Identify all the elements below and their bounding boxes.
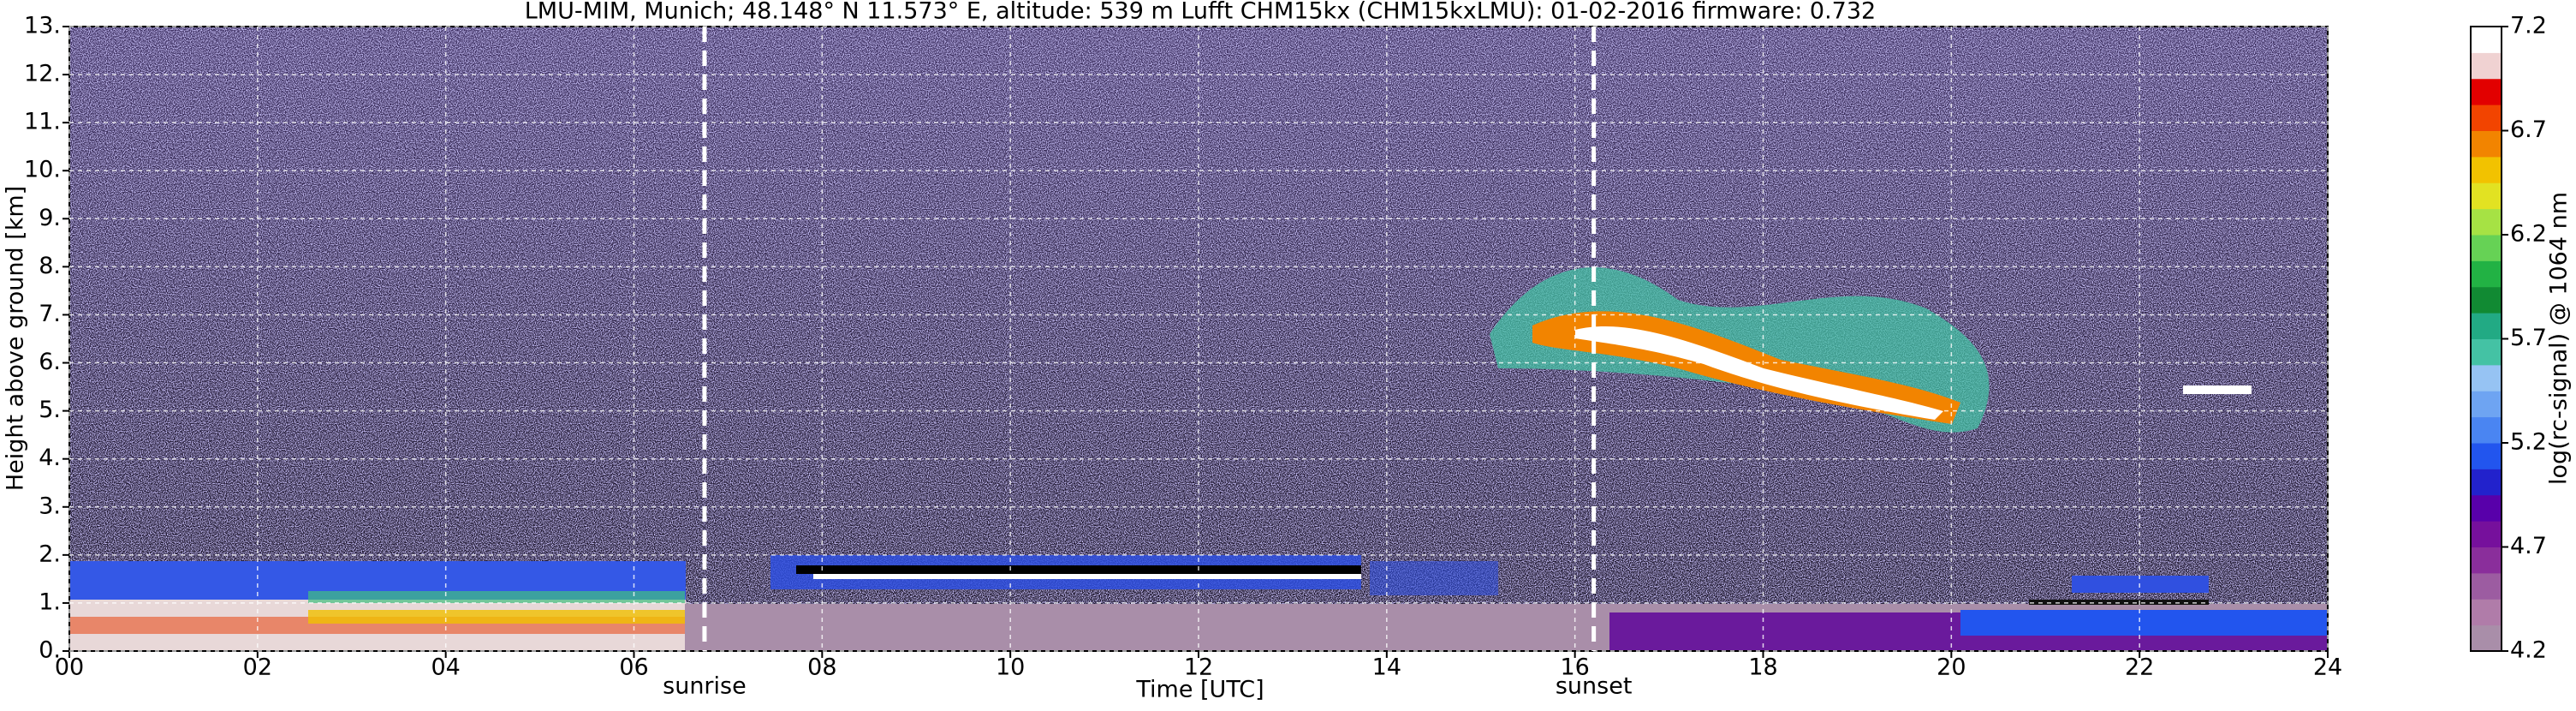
colorbar-segment bbox=[2471, 235, 2502, 261]
colorbar-segment bbox=[2471, 547, 2502, 574]
y-tick-label: 4. bbox=[39, 445, 61, 471]
colorbar-tick-label: 4.2 bbox=[2510, 637, 2547, 664]
colorbar-segment bbox=[2471, 469, 2502, 496]
colorbar-segment bbox=[2471, 286, 2502, 314]
annotation-label: sunset bbox=[1556, 673, 1633, 700]
x-tick-label: 12 bbox=[1184, 654, 1213, 681]
colorbar-segment bbox=[2471, 78, 2502, 105]
colorbar-segment bbox=[2471, 313, 2502, 339]
colorbar-tick-label: 5.7 bbox=[2510, 325, 2547, 351]
colorbar-tick-label: 6.7 bbox=[2510, 117, 2547, 143]
colorbar-label: log(rc-signal) @ 1064 nm bbox=[2546, 192, 2573, 485]
x-tick-label: 20 bbox=[1936, 654, 1966, 681]
x-tick-label: 10 bbox=[996, 654, 1025, 681]
colorbar-segment bbox=[2471, 105, 2502, 131]
y-axis-label: Height above ground [km] bbox=[3, 186, 29, 491]
colorbar-segment bbox=[2471, 130, 2502, 158]
colorbar-segment bbox=[2471, 52, 2502, 80]
colorbar-segment bbox=[2471, 416, 2502, 444]
x-tick-label: 16 bbox=[1560, 654, 1589, 681]
x-tick-label: 08 bbox=[807, 654, 836, 681]
colorbar-segment bbox=[2471, 599, 2502, 626]
annotation-label: sunrise bbox=[663, 673, 747, 700]
x-tick-label: 06 bbox=[619, 654, 648, 681]
y-tick-label: 3. bbox=[39, 493, 61, 519]
colorbar-tick-label: 5.2 bbox=[2510, 429, 2547, 456]
x-tick-label: 02 bbox=[243, 654, 272, 681]
colorbar-segment bbox=[2471, 364, 2502, 391]
colorbar-segment bbox=[2471, 391, 2502, 418]
y-tick-label: 2. bbox=[39, 541, 61, 567]
x-tick-label: 18 bbox=[1748, 654, 1777, 681]
colorbar-segment bbox=[2471, 443, 2502, 469]
x-tick-label: 14 bbox=[1372, 654, 1401, 681]
y-tick-label: 5. bbox=[39, 397, 61, 423]
colorbar-segment bbox=[2471, 182, 2502, 210]
colorbar-segment bbox=[2471, 208, 2502, 236]
colorbar-tick-label: 7.2 bbox=[2510, 13, 2547, 39]
colorbar-segment bbox=[2471, 260, 2502, 288]
colorbar-segment bbox=[2471, 624, 2502, 652]
x-tick-label: 04 bbox=[431, 654, 460, 681]
y-tick-label: 8. bbox=[39, 253, 61, 279]
x-tick-label: 22 bbox=[2125, 654, 2154, 681]
y-tick-label: 6. bbox=[39, 349, 61, 375]
x-axis-label: Time [UTC] bbox=[1135, 677, 1264, 703]
colorbar-segment bbox=[2471, 494, 2502, 522]
y-tick-label: 7. bbox=[39, 301, 61, 327]
colorbar-tick-label: 6.2 bbox=[2510, 221, 2547, 248]
y-tick-label: 12. bbox=[24, 61, 61, 87]
colorbar-segment bbox=[2471, 27, 2502, 53]
x-tick-label: 24 bbox=[2313, 654, 2342, 681]
colorbar-segment bbox=[2471, 338, 2502, 366]
x-tick-label: 00 bbox=[55, 654, 84, 681]
y-tick-label: 13. bbox=[24, 13, 61, 39]
colorbar-segment bbox=[2471, 521, 2502, 547]
colorbar-tick-label: 4.7 bbox=[2510, 533, 2547, 559]
colorbar-segment bbox=[2471, 572, 2502, 600]
chart-title: LMU-MIM, Munich; 48.148° N 11.573° E, al… bbox=[525, 0, 1876, 25]
y-tick-label: 0. bbox=[39, 637, 61, 664]
y-tick-label: 1. bbox=[39, 589, 61, 615]
y-tick-label: 10. bbox=[24, 157, 61, 183]
colorbar-segment bbox=[2471, 156, 2502, 183]
y-tick-label: 11. bbox=[24, 109, 61, 135]
y-tick-label: 9. bbox=[39, 205, 61, 231]
